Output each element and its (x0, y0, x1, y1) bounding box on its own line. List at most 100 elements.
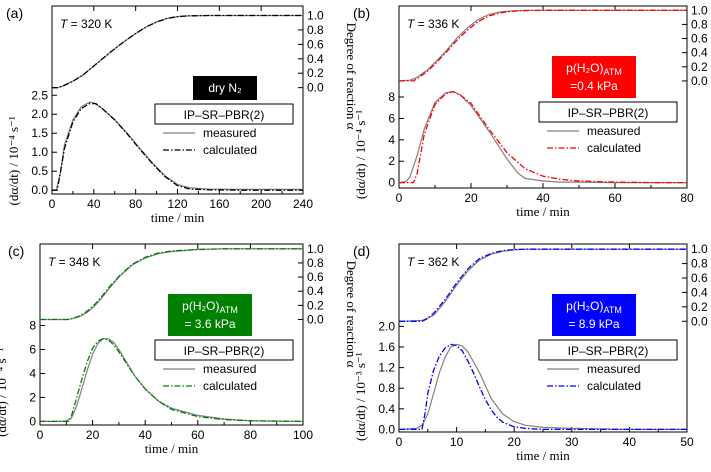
alpha-tick-label: 0.2 (307, 298, 324, 312)
y-tick-label: 0 (29, 414, 36, 428)
condition-text: dry N₂ (208, 81, 242, 95)
alpha-tick-label: 0.2 (691, 300, 708, 314)
y-axis-title: (dα/dt) / 10⁻⁴ s⁻¹ (353, 110, 368, 199)
y-tick-label: 2 (29, 390, 36, 404)
condition-box (168, 294, 252, 336)
x-tick-label: 240 (293, 197, 313, 211)
alpha-axis-title: Degree of reaction α (344, 23, 359, 130)
alpha-tick-label: 0.0 (307, 313, 324, 327)
alpha-tick-label: 0.8 (307, 23, 324, 37)
alpha-tick-label: 0.4 (691, 285, 708, 299)
y-tick-label: 1.6 (378, 340, 395, 354)
x-tick-label: 120 (167, 197, 187, 211)
temperature-label: T = 362 K (407, 255, 459, 269)
panel-c: 0 20 40 60 80 100 0 2 4 6 8 0.00.20.40.60.81.0 time … (0, 242, 359, 456)
model-legend-title: IP–SR–PBR(2) (184, 344, 265, 358)
x-axis-title: time / min (516, 204, 570, 219)
measured-alpha-curve (398, 9, 687, 82)
alpha-tick-label: 1.0 (307, 242, 324, 256)
calculated-alpha-curve (399, 9, 687, 82)
x-tick-label: 0 (396, 435, 403, 449)
alpha-tick-label: 0.0 (691, 74, 708, 88)
calculated-rate-curve (52, 102, 303, 191)
alpha-tick-label: 0.4 (307, 284, 324, 298)
alpha-tick-label: 0.4 (691, 46, 708, 60)
measured-rate-curve (398, 90, 687, 184)
calculated-alpha-curve (399, 248, 687, 322)
panel-label: (b) (353, 5, 370, 21)
temperature-label: T = 348 K (48, 255, 100, 269)
panel-label: (c) (8, 243, 24, 259)
calculated-rate-curve (40, 338, 304, 423)
y-tick-label: 6 (29, 342, 36, 356)
alpha-tick-label: 1.0 (307, 8, 324, 22)
x-axis-title: time / min (151, 210, 205, 225)
alpha-tick-label: 0.8 (691, 257, 708, 271)
x-tick-label: 40 (623, 435, 637, 449)
x-tick-label: 60 (191, 428, 205, 442)
panel-a: 0 40 80 120 160 200 2400.00.51.01.52.02.50.00.… (6, 5, 359, 225)
calculated-alpha-curve (40, 248, 303, 321)
x-tick-label: 30 (565, 435, 579, 449)
x-tick-label: 40 (536, 191, 550, 205)
y-tick-label: 0 (388, 176, 395, 190)
x-axis-title: time / min (516, 448, 570, 463)
x-tick-label: 40 (87, 197, 101, 211)
panel-label: (d) (353, 243, 370, 259)
alpha-tick-label: 0.6 (307, 37, 324, 51)
model-legend-title: IP–SR–PBR(2) (568, 344, 649, 358)
temperature-label: T = 336 K (407, 17, 459, 31)
condition-text: = 8.9 kPa (568, 317, 619, 331)
legend-label-calculated: calculated (203, 143, 257, 157)
alpha-tick-label: 0.2 (691, 60, 708, 74)
y-tick-label: 0.5 (31, 164, 48, 178)
alpha-tick-label: 0.6 (307, 270, 324, 284)
y-tick-label: 0.8 (378, 381, 395, 395)
x-tick-label: 0 (37, 428, 44, 442)
alpha-tick-label: 0.8 (307, 256, 324, 270)
model-legend-title-box (154, 339, 294, 361)
legend-label-calculated: calculated (587, 379, 641, 393)
legend-label-calculated: calculated (587, 141, 641, 155)
y-tick-label: 2 (388, 154, 395, 168)
measured-rate-curve (398, 343, 687, 430)
legend-label-measured: measured (203, 126, 256, 140)
x-tick-label: 10 (450, 435, 464, 449)
condition-box (193, 76, 257, 100)
condition-text: = 3.6 kPa (184, 317, 235, 331)
x-tick-label: 200 (251, 197, 271, 211)
y-tick-label: 0.0 (378, 422, 395, 436)
model-legend-title: IP–SR–PBR(2) (184, 108, 265, 122)
x-tick-label: 20 (464, 191, 478, 205)
y-tick-label: 0.0 (31, 183, 48, 197)
alpha-tick-label: 1.0 (691, 3, 708, 17)
legend-label-measured: measured (203, 362, 256, 376)
y-tick-label: 1.5 (31, 126, 48, 140)
condition-text: p(H₂O)ATM (182, 299, 238, 315)
x-tick-label: 0 (396, 191, 403, 205)
model-legend-title-box (538, 101, 678, 123)
plot-frame (398, 243, 688, 433)
x-axis-title: time / min (145, 441, 199, 456)
x-tick-label: 40 (139, 428, 153, 442)
model-legend-title-box (538, 339, 678, 361)
legend-label-measured: measured (587, 124, 640, 138)
x-tick-label: 20 (508, 435, 522, 449)
panel-label: (a) (6, 5, 23, 21)
condition-text: =0.4 kPa (570, 79, 618, 93)
y-tick-label: 8 (29, 319, 36, 333)
panel-d: 0 10 20 30 40 500.00.40.81.21.62.0 0.00.20.40.… (353, 242, 708, 463)
plot-frame (51, 5, 304, 195)
x-tick-label: 100 (293, 428, 313, 442)
y-tick-label: 6 (388, 111, 395, 125)
y-tick-label: 1.2 (378, 361, 395, 375)
x-tick-label: 80 (244, 428, 258, 442)
y-tick-label: 1.0 (31, 145, 48, 159)
alpha-tick-label: 0.0 (307, 81, 324, 95)
panel-b: 0 20 40 60 80 0 2 4 6 8 0.00.20.40.60.81.0 time / m… (353, 3, 708, 219)
calculated-rate-curve (399, 343, 687, 431)
y-tick-label: 2.5 (31, 88, 48, 102)
temperature-label: T = 320 K (60, 17, 112, 31)
